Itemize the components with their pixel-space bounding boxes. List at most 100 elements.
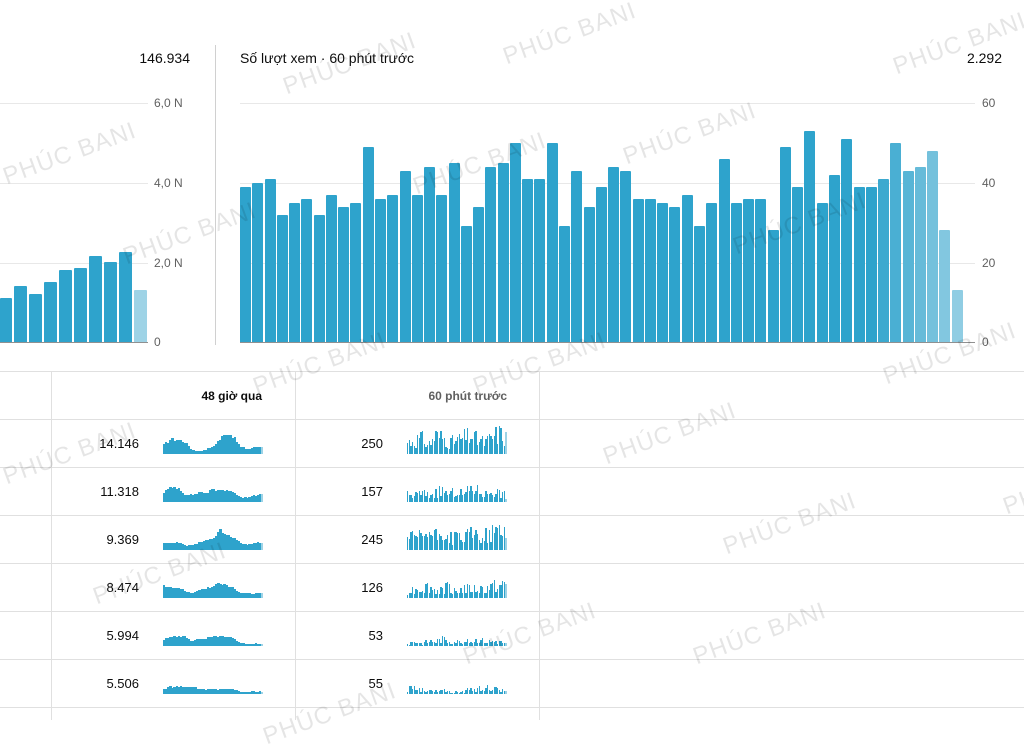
bar[interactable] (240, 186, 251, 342)
sparkline-bar (198, 451, 201, 454)
sparkline-bar (208, 490, 212, 502)
bar[interactable] (620, 170, 632, 342)
bar[interactable] (276, 214, 288, 342)
header-48-hours[interactable]: 48 giờ qua (201, 389, 262, 403)
bar[interactable] (289, 202, 301, 342)
bar[interactable] (0, 298, 12, 342)
bar[interactable] (387, 194, 399, 342)
bar[interactable] (546, 142, 558, 342)
sparkline-bar (173, 588, 176, 598)
sparkline-bar (163, 542, 166, 550)
bar[interactable] (828, 174, 840, 342)
bar[interactable] (914, 166, 926, 342)
sparkline-bar (213, 538, 216, 550)
sparkline-bar (238, 690, 241, 694)
bar[interactable] (424, 166, 436, 342)
right-y-tick: 60 (982, 96, 996, 110)
bar[interactable] (534, 178, 546, 342)
bar[interactable] (718, 158, 730, 342)
bar[interactable] (804, 130, 816, 342)
sparkline-bar (410, 685, 412, 694)
bar[interactable] (59, 270, 72, 342)
bar[interactable] (301, 198, 313, 342)
bar[interactable] (448, 162, 460, 342)
bar[interactable] (927, 150, 939, 342)
bar[interactable] (571, 170, 583, 342)
bar[interactable] (657, 202, 669, 342)
bar[interactable] (878, 178, 890, 342)
bar[interactable] (509, 142, 521, 342)
bar[interactable] (792, 186, 804, 342)
bar[interactable] (583, 206, 595, 342)
bar[interactable] (104, 262, 117, 342)
bar[interactable] (559, 226, 571, 342)
bar[interactable] (14, 286, 27, 342)
header-60-minutes[interactable]: 60 phút trước (428, 389, 507, 403)
bar[interactable] (119, 252, 132, 342)
bar[interactable] (767, 230, 779, 342)
sparkline-bar (415, 535, 417, 550)
bar[interactable] (779, 146, 791, 342)
sparkline-bar (407, 643, 409, 646)
sparkline-bar (225, 534, 228, 550)
bar[interactable] (399, 170, 411, 342)
bar[interactable] (374, 198, 386, 342)
bar[interactable] (693, 226, 705, 342)
bar[interactable] (706, 202, 718, 342)
sparkline-bar (498, 490, 500, 502)
bar[interactable] (325, 194, 337, 342)
bar[interactable] (473, 206, 485, 342)
bar[interactable] (338, 206, 350, 342)
sparkline-bar (452, 593, 454, 598)
sparkline-bar (462, 541, 464, 550)
bar[interactable] (362, 146, 374, 342)
bar[interactable] (841, 138, 853, 342)
sparkline-bar (487, 685, 489, 694)
bar[interactable] (313, 214, 325, 342)
bar[interactable] (436, 194, 448, 342)
bar[interactable] (522, 178, 534, 342)
right-gridline (240, 263, 975, 264)
bar[interactable] (890, 142, 902, 342)
bar[interactable] (902, 170, 914, 342)
bar[interactable] (74, 268, 87, 342)
bar[interactable] (350, 202, 362, 342)
bar[interactable] (669, 206, 681, 342)
bar[interactable] (730, 202, 742, 342)
sparkline-bar (202, 492, 205, 502)
bar[interactable] (755, 198, 767, 342)
bar[interactable] (29, 294, 42, 342)
bar[interactable] (44, 282, 57, 342)
sparkline-bar (181, 589, 185, 598)
bar[interactable] (485, 166, 497, 342)
sparkline-bar (196, 543, 199, 550)
bar[interactable] (644, 198, 656, 342)
bar[interactable] (89, 256, 102, 342)
bar[interactable] (460, 226, 472, 342)
bar[interactable] (681, 194, 693, 342)
bar[interactable] (264, 178, 276, 342)
sparkline-bar (430, 587, 432, 598)
bar[interactable] (853, 186, 865, 342)
sparkline-bar (458, 692, 460, 694)
bar[interactable] (497, 162, 509, 342)
sparkline-bar (238, 495, 241, 502)
bar[interactable] (816, 202, 828, 342)
sparkline-bar (250, 496, 253, 502)
bar[interactable] (939, 230, 951, 342)
bar[interactable] (134, 290, 147, 342)
bar[interactable] (411, 194, 423, 342)
sparkline-bar (435, 594, 437, 598)
bar[interactable] (632, 198, 644, 342)
bar[interactable] (595, 186, 607, 342)
sparkline-bar (202, 689, 205, 694)
sparkline-bar (231, 637, 235, 646)
sparkline-bar (460, 438, 462, 454)
sparkline-bar (238, 443, 241, 454)
bar[interactable] (865, 186, 877, 342)
bar[interactable] (951, 290, 963, 342)
bar[interactable] (743, 198, 755, 342)
sparkline-bar (248, 448, 251, 454)
bar[interactable] (608, 166, 620, 342)
bar[interactable] (252, 182, 264, 342)
